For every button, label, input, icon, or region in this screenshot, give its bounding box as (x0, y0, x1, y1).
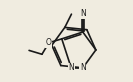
Text: N: N (80, 63, 86, 72)
Text: N: N (68, 63, 74, 72)
Text: N: N (80, 10, 86, 18)
Text: O: O (46, 38, 52, 47)
